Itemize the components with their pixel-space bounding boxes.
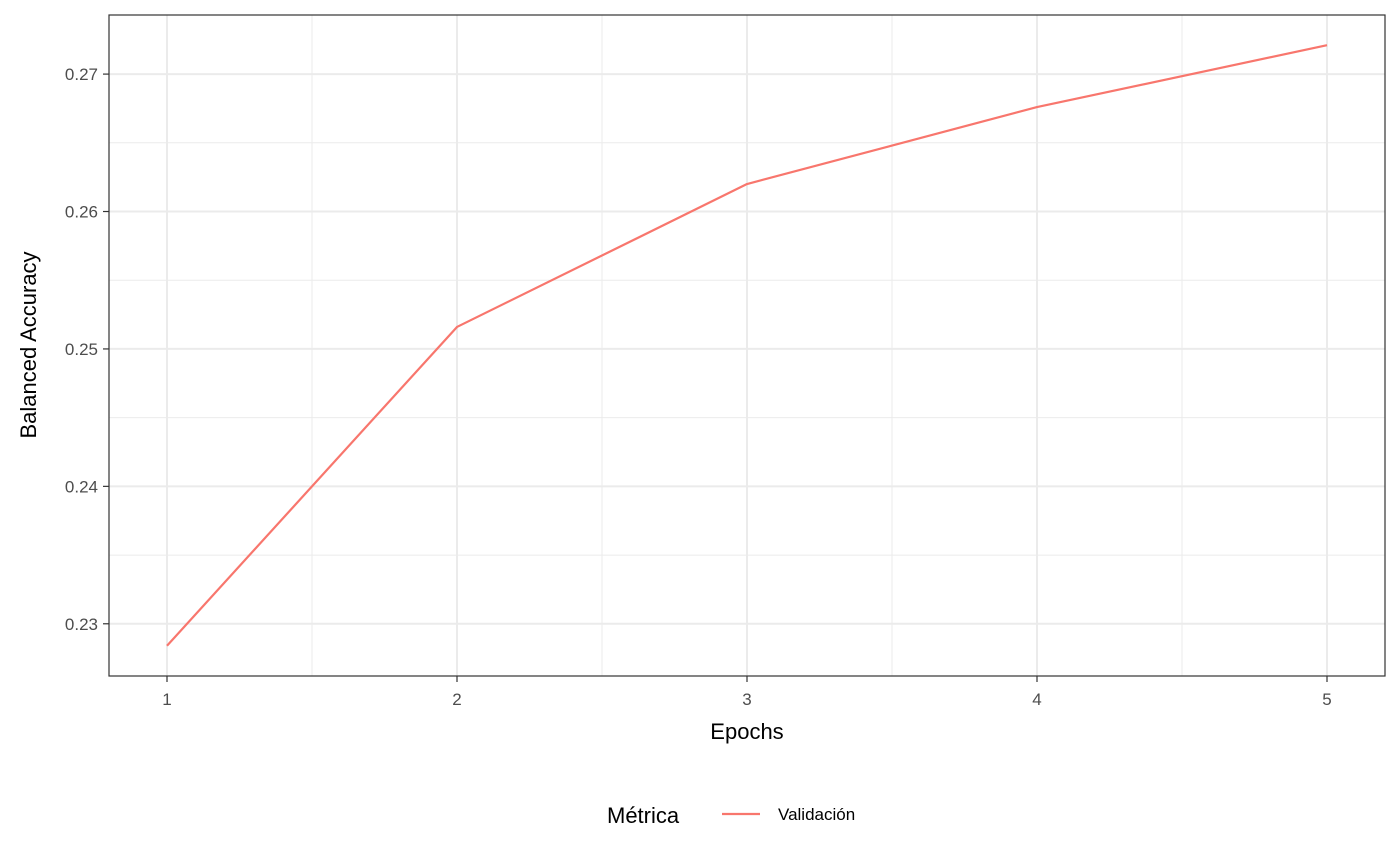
- legend-title: Métrica: [607, 803, 680, 828]
- x-tick-label: 4: [1032, 690, 1041, 709]
- grid-major: [109, 15, 1385, 676]
- y-tick-label: 0.25: [65, 340, 98, 359]
- x-tick-label: 3: [742, 690, 751, 709]
- x-axis-title: Epochs: [710, 719, 783, 744]
- y-tick-label: 0.27: [65, 65, 98, 84]
- x-axis: 1 2 3 4 5: [162, 676, 1332, 709]
- series-line-validacion: [166, 44, 1328, 647]
- series-layer: [166, 44, 1328, 647]
- legend-label-validacion: Validación: [778, 805, 855, 824]
- y-tick-label: 0.24: [65, 477, 98, 496]
- legend: Métrica Validación: [607, 803, 855, 828]
- y-axis-title: Balanced Accuracy: [16, 251, 41, 438]
- y-tick-label: 0.23: [65, 615, 98, 634]
- y-axis: 0.23 0.24 0.25 0.26 0.27: [65, 65, 109, 634]
- x-tick-label: 1: [162, 690, 171, 709]
- x-tick-label: 5: [1322, 690, 1331, 709]
- x-tick-label: 2: [452, 690, 461, 709]
- y-tick-label: 0.26: [65, 203, 98, 222]
